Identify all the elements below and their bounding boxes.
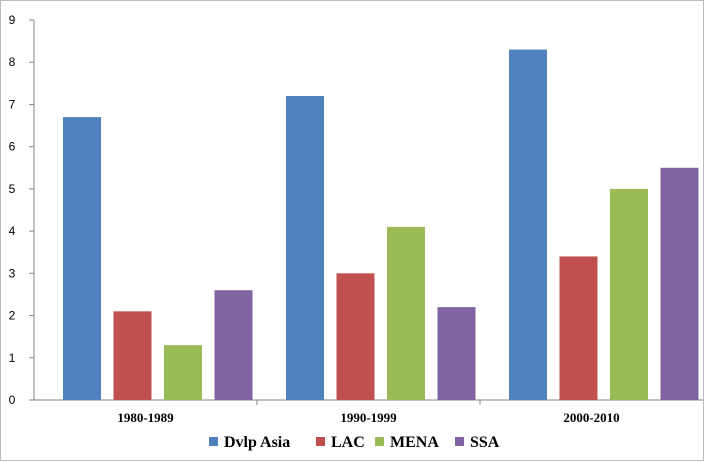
legend-swatch xyxy=(316,437,325,446)
bar-lac-1980-1989 xyxy=(113,311,152,400)
bar-ssa-1980-1989 xyxy=(214,290,253,400)
y-tick-label: 2 xyxy=(9,309,16,323)
bar-mena-1990-1999 xyxy=(387,226,425,400)
x-category-label: 1980-1989 xyxy=(117,410,174,425)
x-category-label: 1990-1999 xyxy=(340,410,397,425)
bar-ssa-2000-2010 xyxy=(660,167,699,400)
bar-dvlp-asia-1980-1989 xyxy=(63,117,101,400)
y-tick-label: 7 xyxy=(9,97,16,111)
bar-mena-2000-2010 xyxy=(610,188,648,400)
y-tick-label: 4 xyxy=(9,224,16,238)
bar-dvlp-asia-1990-1999 xyxy=(286,96,324,400)
legend-swatch xyxy=(375,437,384,446)
y-tick-label: 9 xyxy=(9,13,16,27)
bar-lac-1990-1999 xyxy=(336,273,375,400)
y-tick-label: 3 xyxy=(9,266,16,280)
legend-label: SSA xyxy=(470,434,500,451)
bar-dvlp-asia-2000-2010 xyxy=(509,49,547,401)
x-category-label: 2000-2010 xyxy=(563,410,619,425)
legend: Dvlp Asia LAC MENA SSA xyxy=(209,434,500,451)
bar-ssa-1990-1999 xyxy=(437,307,476,400)
legend-swatch xyxy=(209,437,218,446)
bar-mena-1980-1989 xyxy=(164,345,202,400)
legend-label: Dvlp Asia xyxy=(224,434,290,451)
y-tick-label: 5 xyxy=(9,182,16,196)
legend-swatch xyxy=(455,437,464,446)
bar-lac-2000-2010 xyxy=(559,256,598,400)
legend-label: LAC xyxy=(331,434,365,451)
y-tick-label: 0 xyxy=(9,393,16,407)
y-tick-label: 6 xyxy=(9,140,16,154)
legend-label: MENA xyxy=(390,434,439,451)
y-tick-label: 1 xyxy=(9,351,16,365)
y-tick-label: 8 xyxy=(9,55,16,69)
